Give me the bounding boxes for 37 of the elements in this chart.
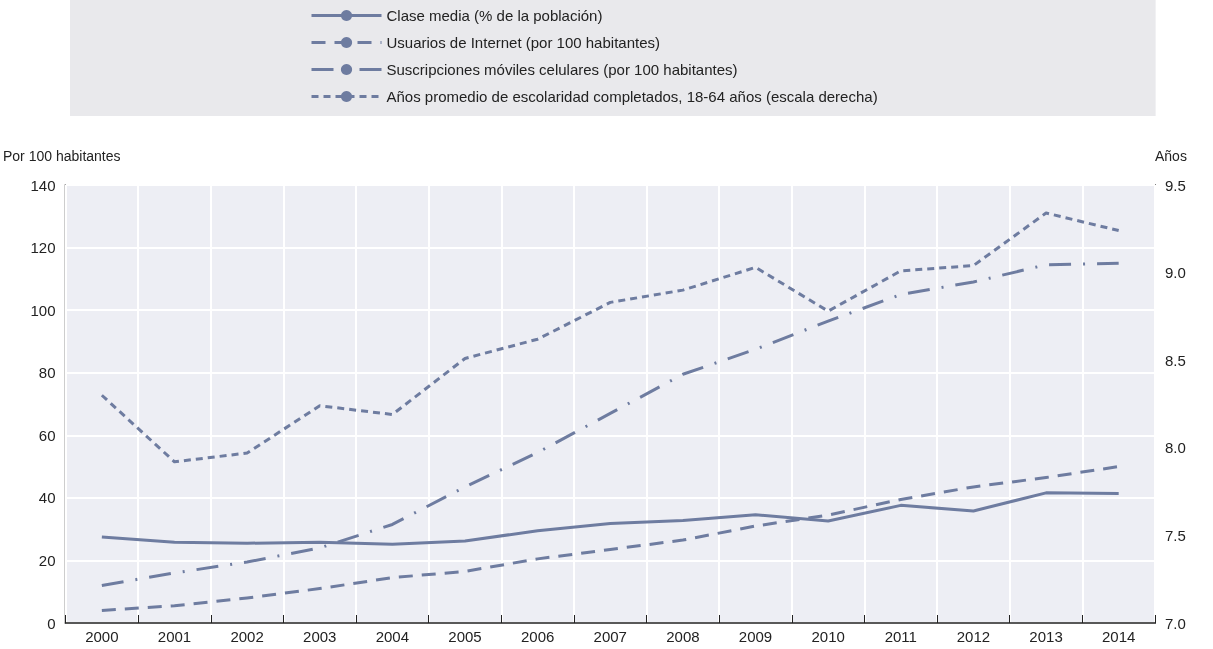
y-tick-label: 100 xyxy=(30,301,56,319)
x-tick-label: 2003 xyxy=(303,628,337,645)
x-tick-label: 2002 xyxy=(230,628,264,645)
line-series xyxy=(100,261,1121,587)
x-tick-label: 2000 xyxy=(85,628,119,645)
y-tick-label: 20 xyxy=(38,551,56,569)
x-tick-label: 2010 xyxy=(811,628,845,645)
x-tick-label: 2001 xyxy=(157,628,192,645)
y-tick-label: 80 xyxy=(38,364,56,382)
y2-axis-title: Años xyxy=(1155,148,1187,164)
y-tick-label: 140 xyxy=(30,176,56,194)
y2-tick-label: 8.0 xyxy=(1165,439,1186,457)
x-tick-label: 2008 xyxy=(666,628,700,645)
legend-label: Usuarios de Internet (por 100 habitantes) xyxy=(386,34,660,51)
y2-tick-label: 8.5 xyxy=(1165,351,1186,369)
x-tick-label: 2007 xyxy=(593,628,627,645)
x-tick-label: 2012 xyxy=(956,628,991,645)
legend-label: Años promedio de escolaridad completados, 18-64 años (escala derecha) xyxy=(386,88,878,105)
y2-tick-label: 7.0 xyxy=(1165,614,1186,632)
x-tick-label: 2006 xyxy=(520,628,555,645)
y2-tick-label: 9.0 xyxy=(1165,264,1186,282)
y-axis-title: Por 100 habitantes xyxy=(3,148,121,164)
y2-tick-label: 7.5 xyxy=(1165,526,1186,544)
y-tick-label: 0 xyxy=(47,614,56,632)
y-tick-label: 40 xyxy=(38,489,56,507)
y-tick-label: 60 xyxy=(38,426,56,444)
legend-label: Clase media (% de la población) xyxy=(386,7,603,24)
x-tick-label: 2014 xyxy=(1102,628,1136,645)
legend-label: Suscripciones móviles celulares (por 100 habitantes) xyxy=(386,61,738,78)
x-tick-label: 2009 xyxy=(738,628,773,645)
x-tick-label: 2004 xyxy=(375,628,410,645)
x-tick-label: 2011 xyxy=(884,628,917,645)
y2-tick-label: 9.5 xyxy=(1165,176,1186,194)
x-tick-label: 2013 xyxy=(1029,628,1063,645)
line-series xyxy=(100,211,1121,464)
y-tick-label: 120 xyxy=(30,239,56,257)
x-tick-label: 2005 xyxy=(448,628,482,645)
